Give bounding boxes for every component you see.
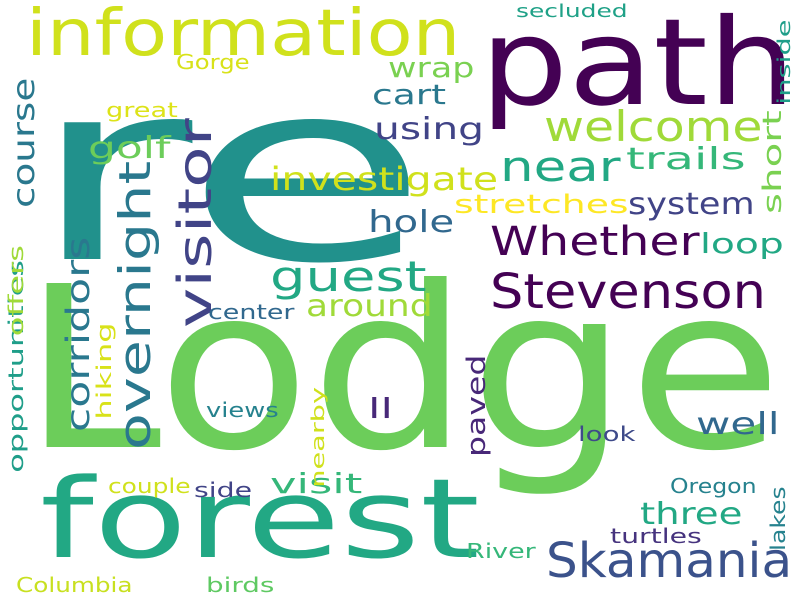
word-inside: inside (774, 19, 795, 105)
word-stevenson: Stevenson (490, 264, 766, 320)
word-views: views (206, 398, 279, 422)
word-path: path (480, 0, 796, 133)
word-nearby: nearby (308, 387, 329, 488)
word-visit: visit (270, 467, 363, 500)
word-lodge: Lodge (22, 239, 783, 501)
word-ll: ll (368, 392, 393, 425)
word-look: look (578, 422, 636, 446)
word-couple: couple (108, 474, 191, 498)
word-oregon: Oregon (670, 474, 757, 498)
word-whether: Whether (490, 219, 700, 265)
word-river: River (466, 539, 536, 563)
word-system: system (628, 187, 755, 222)
word-cart: cart (372, 78, 447, 111)
word-re: re (28, 27, 430, 318)
word-around: around (306, 289, 433, 324)
word-offers: offers (4, 245, 28, 337)
word-hiking: hiking (92, 322, 116, 420)
word-corridors: corridors (59, 236, 97, 432)
word-using: using (374, 112, 485, 147)
word-secluded: secluded (516, 1, 628, 22)
word-welcome: welcome (544, 102, 763, 151)
word-well: well (696, 407, 780, 442)
word-birds: birds (206, 573, 275, 597)
word-course: course (7, 77, 42, 208)
word-forest: forest (40, 455, 480, 583)
word-overnight: overnight (110, 160, 161, 450)
word-three: three (640, 497, 743, 532)
word-side: side (194, 478, 252, 502)
word-guest: guest (270, 252, 427, 301)
word-short: short (758, 110, 788, 214)
word-golf: golf (88, 131, 171, 166)
word-lakes: lakes (766, 486, 790, 551)
word-great: great (106, 98, 178, 122)
word-wrap: wrap (388, 51, 475, 84)
word-skamania: Skamania (546, 533, 793, 589)
word-center: center (208, 300, 295, 324)
word-columbia: Columbia (16, 573, 133, 597)
word-trails: trails (626, 142, 746, 177)
word-visitor: visitor (168, 118, 222, 328)
word-paved: paved (462, 354, 492, 457)
word-investigate: investigate (270, 160, 499, 198)
word-stretches: stretches (454, 190, 629, 220)
word-turtles: turtles (610, 524, 702, 548)
word-hole: hole (368, 205, 455, 240)
word-near: near (500, 142, 621, 191)
word-gorge: Gorge (176, 50, 250, 74)
word-information: information (26, 0, 461, 71)
word-loop: loop (700, 227, 784, 260)
